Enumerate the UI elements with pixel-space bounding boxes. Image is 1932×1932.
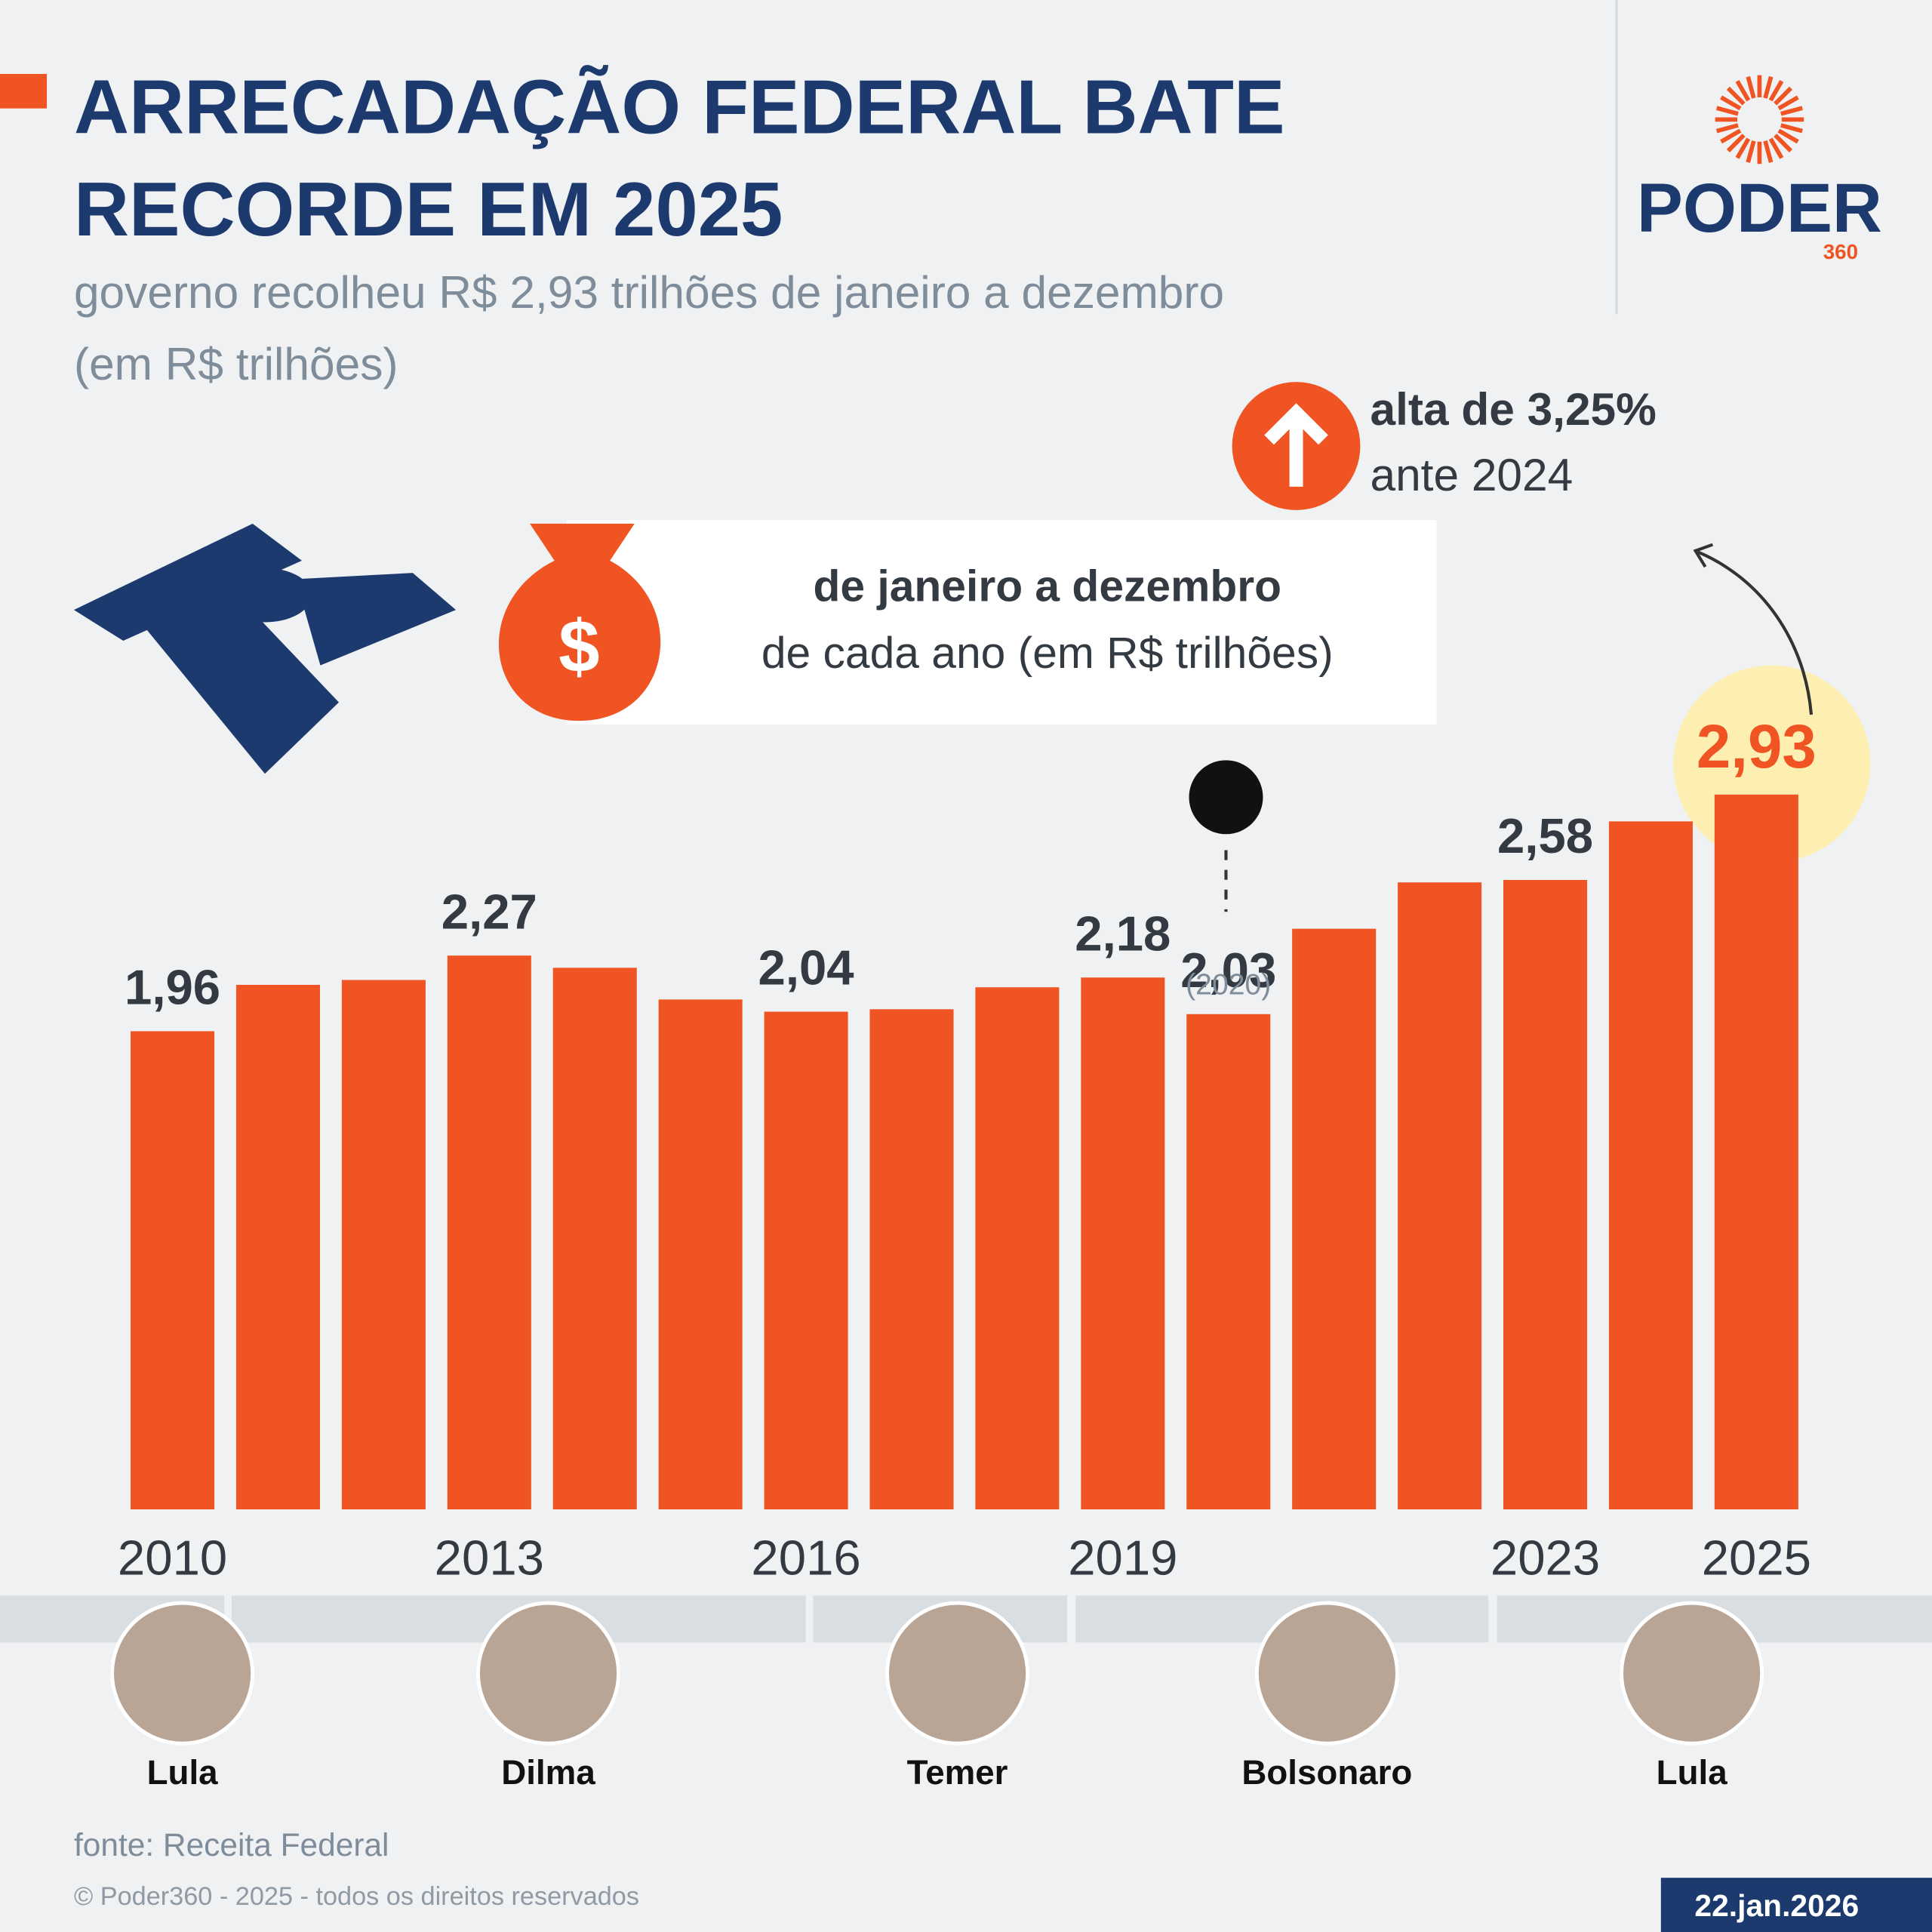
logo-sun: [1715, 75, 1804, 165]
money-icon: $: [558, 605, 599, 688]
bar: [1608, 821, 1693, 1509]
president-name: Dilma: [501, 1753, 595, 1792]
date: 22.jan.2026: [1694, 1888, 1859, 1923]
sun-ray: [1777, 95, 1799, 111]
sun-ray: [1746, 75, 1756, 99]
x-tick-label: 2019: [1068, 1531, 1177, 1586]
sun-ray: [1735, 80, 1751, 102]
chart-title: ARRECADAÇÃO FEDERAL BATE RECORDE EM 2025: [74, 64, 1285, 252]
curve-arrow: [1697, 550, 1814, 715]
president-name: Lula: [147, 1753, 219, 1792]
source: fonte: Receita Federal: [74, 1827, 389, 1863]
bar: [552, 968, 637, 1509]
box-text: de cada ano (em R$ trilhões): [761, 629, 1334, 678]
value-label: 2,58: [1497, 808, 1593, 863]
bar: [1292, 928, 1377, 1509]
value-label: 2,27: [441, 884, 537, 939]
sun-ray: [1774, 134, 1793, 152]
value-label: 1,96: [125, 959, 220, 1014]
growth: alta de 3,25%: [1371, 383, 1657, 435]
x-tick-label: 2023: [1491, 1531, 1600, 1586]
logo-number: 360: [1823, 240, 1858, 263]
sun-ray: [1780, 106, 1803, 116]
sun-ray: [1746, 140, 1756, 163]
x-tick-label: 2013: [435, 1531, 544, 1586]
president-name: Temer: [907, 1753, 1008, 1792]
logo-name: PODER: [1637, 170, 1882, 247]
sun-ray: [1763, 75, 1774, 99]
sun-ray: [1726, 86, 1746, 106]
bar: [658, 999, 743, 1509]
unit: (em R$ trilhões): [74, 338, 398, 389]
sun-ray: [1735, 137, 1751, 159]
president-photo: [476, 1601, 621, 1746]
sun-ray: [1720, 128, 1742, 144]
bar: [975, 987, 1060, 1509]
bar: [447, 955, 531, 1509]
bar: [1714, 794, 1798, 1509]
date-box: [1660, 1878, 1932, 1932]
value-label: 2,18: [1075, 906, 1171, 961]
info-box: [567, 519, 1437, 724]
growth-ref: ante 2024: [1371, 449, 1574, 500]
sun-ray: [1726, 134, 1746, 152]
bar: [764, 1011, 848, 1509]
sun-ray: [1768, 137, 1784, 159]
sun-ray: [1715, 106, 1739, 116]
bar: [131, 1031, 215, 1509]
subtitle: governo recolheu R$ 2,93 trilhões de jan…: [74, 266, 1224, 318]
sun-ray: [1715, 123, 1739, 134]
sun-ray: [1763, 140, 1774, 163]
x-tick-label: 2016: [751, 1531, 860, 1586]
bar: [869, 1009, 954, 1509]
arrow-head: [1693, 543, 1714, 568]
bar: [1081, 977, 1165, 1509]
bar: [235, 984, 321, 1509]
president-photo: [1254, 1601, 1399, 1746]
sun-ray: [1720, 95, 1742, 111]
value-label: 2,04: [758, 940, 854, 995]
president-name: Bolsonaro: [1241, 1753, 1412, 1792]
bar: [1398, 882, 1482, 1509]
president-photo: [110, 1601, 255, 1746]
bar: [341, 980, 426, 1509]
value-label: 2,93: [1697, 712, 1817, 781]
x-tick-label: 2025: [1702, 1531, 1811, 1586]
bar: [1186, 1014, 1271, 1509]
sun-ray: [1777, 128, 1799, 144]
bar: [1503, 879, 1588, 1509]
president-photo: [1620, 1601, 1764, 1746]
copyright: © Poder360 - 2025 - todos os direitos re…: [74, 1882, 639, 1911]
x-tick-label: 2010: [118, 1531, 227, 1586]
sun-ray: [1780, 123, 1803, 134]
covid-icon: [1189, 760, 1263, 835]
president-name: Lula: [1657, 1753, 1728, 1792]
receita-logo: [73, 523, 457, 774]
covid-year: (2020): [1186, 969, 1271, 1001]
sun-ray: [1774, 86, 1793, 106]
money-bag: [498, 523, 661, 721]
title-marker: [0, 73, 48, 109]
sun-ray: [1768, 80, 1784, 102]
box-bold: de janeiro a dezembro: [814, 562, 1281, 611]
value-label: 2,03: [1180, 943, 1276, 998]
up-arrow: [1264, 403, 1328, 487]
president-photo: [885, 1601, 1030, 1746]
